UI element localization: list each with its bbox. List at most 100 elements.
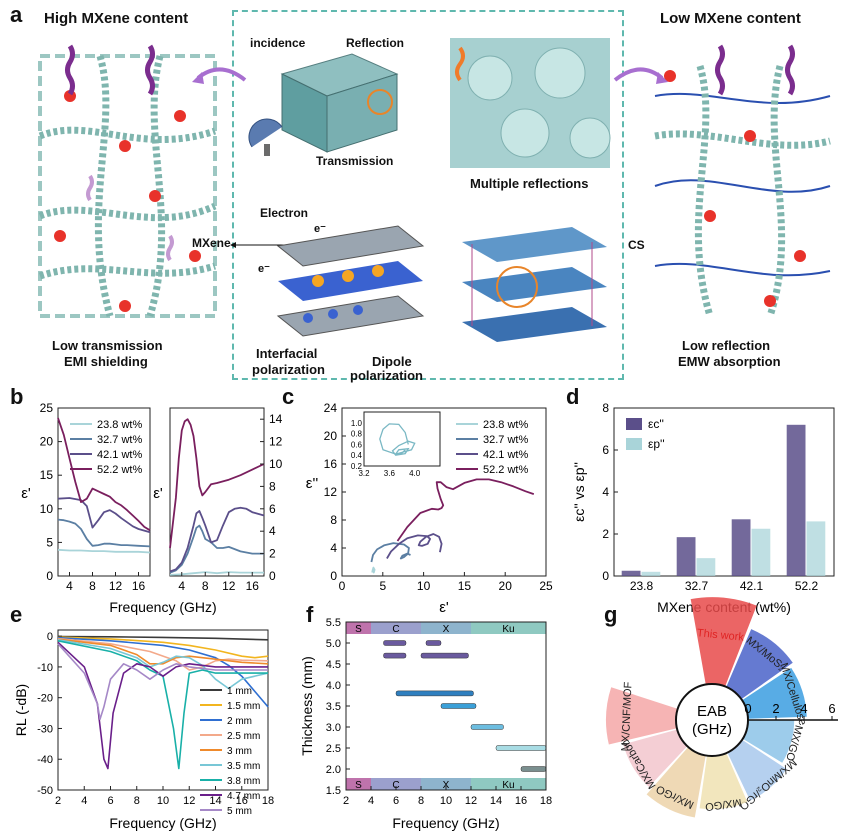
chart-c-series <box>396 478 535 542</box>
chart-f-range-bar <box>383 652 407 659</box>
chart-c-legend-label: 52.2 wt% <box>483 464 528 476</box>
multiple-reflections-label: Multiple reflections <box>470 176 589 191</box>
chart-d-bar <box>786 424 806 576</box>
red-node <box>54 230 66 242</box>
chart-d-ytick-label: 2 <box>602 527 609 541</box>
chart-f-band-label: C <box>392 624 399 635</box>
chart-g-sector <box>699 753 748 810</box>
chart-e-xtick-label: 14 <box>209 795 221 807</box>
chart-e-series <box>57 638 269 665</box>
chart-f-ytick-label: 2.5 <box>326 743 341 755</box>
right-title: Low MXene content <box>660 10 801 27</box>
red-node <box>119 300 131 312</box>
chart-e-xtick-label: 8 <box>134 795 140 807</box>
chart-e-series <box>57 636 269 708</box>
chart-g-sector <box>726 629 793 700</box>
chart-c-inset-ytick: 1.0 <box>351 419 363 428</box>
chart-c-legend-label: 23.8 wt% <box>483 419 528 431</box>
chart-d-xtick-label: 42.1 <box>740 579 764 593</box>
chart-c-inset-ytick: 0.8 <box>351 430 363 439</box>
chart-d-ytick-label: 8 <box>602 401 609 415</box>
chart-e-legend-label: 3.5 mm <box>227 761 260 772</box>
chart-f-band-top <box>371 622 421 634</box>
antenna-icon <box>248 118 283 156</box>
chart-d-legend-swatch <box>626 418 642 430</box>
chart-e-xtick-label: 4 <box>81 795 87 807</box>
reflection-label: Reflection <box>346 36 405 50</box>
arrow-left <box>192 67 247 84</box>
chart-f-xtick-label: 2 <box>343 795 349 807</box>
chart-b-left-ytick-label: 15 <box>40 468 54 482</box>
chart-f-range-bar <box>495 745 547 751</box>
red-node <box>794 250 806 262</box>
arrow-right <box>613 67 668 84</box>
chart-f-band-bottom <box>371 778 421 790</box>
chart-e-ytick-label: -50 <box>37 785 53 797</box>
chart-e-legend-label: 1.5 mm <box>227 701 260 712</box>
left-title: High MXene content <box>44 10 189 27</box>
panel-letter-f: f <box>306 602 314 627</box>
chart-d-legend-label: εc'' <box>648 417 664 431</box>
chart-f-xtick-label: 12 <box>465 795 477 807</box>
chart-f-range-bar <box>420 652 469 659</box>
chart-f-xtick-label: 10 <box>440 795 452 807</box>
chart-c-xtick-label: 25 <box>539 579 553 593</box>
chart-e-series <box>57 643 268 720</box>
chart-b-right-series <box>169 571 264 576</box>
chart-b-left-xtick-label: 16 <box>132 579 146 593</box>
chart-e-legend-label: 5 mm <box>227 806 252 817</box>
chart-d-bar <box>641 571 661 576</box>
chart-c-series <box>386 533 443 559</box>
panel-letter-e: e <box>10 602 23 627</box>
chart-b-right-series <box>169 506 265 573</box>
chart-d-ytick-label: 0 <box>602 569 609 583</box>
chart-b-right-ytick-label: 6 <box>269 502 276 516</box>
chart-d-bar <box>696 558 716 576</box>
fiber <box>766 65 786 318</box>
dipole-label: Dipole <box>372 354 412 369</box>
chart-e-series <box>57 641 268 770</box>
chart-b-left-series <box>57 518 151 548</box>
chart-f-ytick-label: 1.5 <box>326 785 341 797</box>
chart-d-bar <box>621 570 641 576</box>
chart-g-center-label: EAB <box>697 703 727 720</box>
chart-b-right-ytick-label: 12 <box>269 435 283 449</box>
chart-f-ytick-label: 5.5 <box>326 617 341 629</box>
multiple-reflection-view <box>450 38 611 168</box>
chart-c-xtick-label: 10 <box>417 579 431 593</box>
chart-b-left-ytick-label: 5 <box>46 535 53 549</box>
chart-f-range-bar <box>383 640 407 646</box>
chart-c-xtick-label: 0 <box>339 579 346 593</box>
chart-c-series <box>371 566 376 574</box>
red-node <box>189 250 201 262</box>
chart-g-sector <box>646 747 706 818</box>
interfacial-label: Interfacial <box>256 346 318 361</box>
chart-g-sector <box>623 729 688 787</box>
chart-b-left-xtick-label: 8 <box>89 579 96 593</box>
low-reflection-label: Low reflection <box>682 338 771 353</box>
chart-f-ytick-label: 5.0 <box>326 638 341 650</box>
chart-g-axis-tick-label: 4 <box>800 701 807 716</box>
chart-b-legend-label: 42.1 wt% <box>97 449 142 461</box>
chart-e-xlabel: Frequency (GHz) <box>109 815 216 831</box>
chart-c-ytick-label: 8 <box>330 513 337 527</box>
chart-e-legend-label: 2 mm <box>227 716 252 727</box>
chart-e-legend-label: 3.8 mm <box>227 776 260 787</box>
chart-b-left-series <box>57 417 151 532</box>
chart-e-legend-label: 1 mm <box>227 686 252 697</box>
low-transmission-label: Low transmission <box>52 338 163 353</box>
chart-f-range-bar <box>520 766 547 772</box>
network-frame <box>38 54 217 318</box>
chart-b-right-xtick-label: 8 <box>202 579 209 593</box>
chart-d-xtick-label: 23.8 <box>630 579 654 593</box>
chart-f-band-bottom <box>346 778 371 790</box>
chart-d-xtick-label: 32.7 <box>685 579 709 593</box>
chart-e-xtick-label: 10 <box>157 795 169 807</box>
attenuated-wave <box>86 174 94 202</box>
chart-f-range-bar <box>440 703 477 709</box>
e-minus-label-1: e⁻ <box>314 223 326 235</box>
chart-g-sector <box>742 720 795 763</box>
chart-g-center <box>675 683 749 757</box>
panel-letter-d: d <box>566 384 580 409</box>
